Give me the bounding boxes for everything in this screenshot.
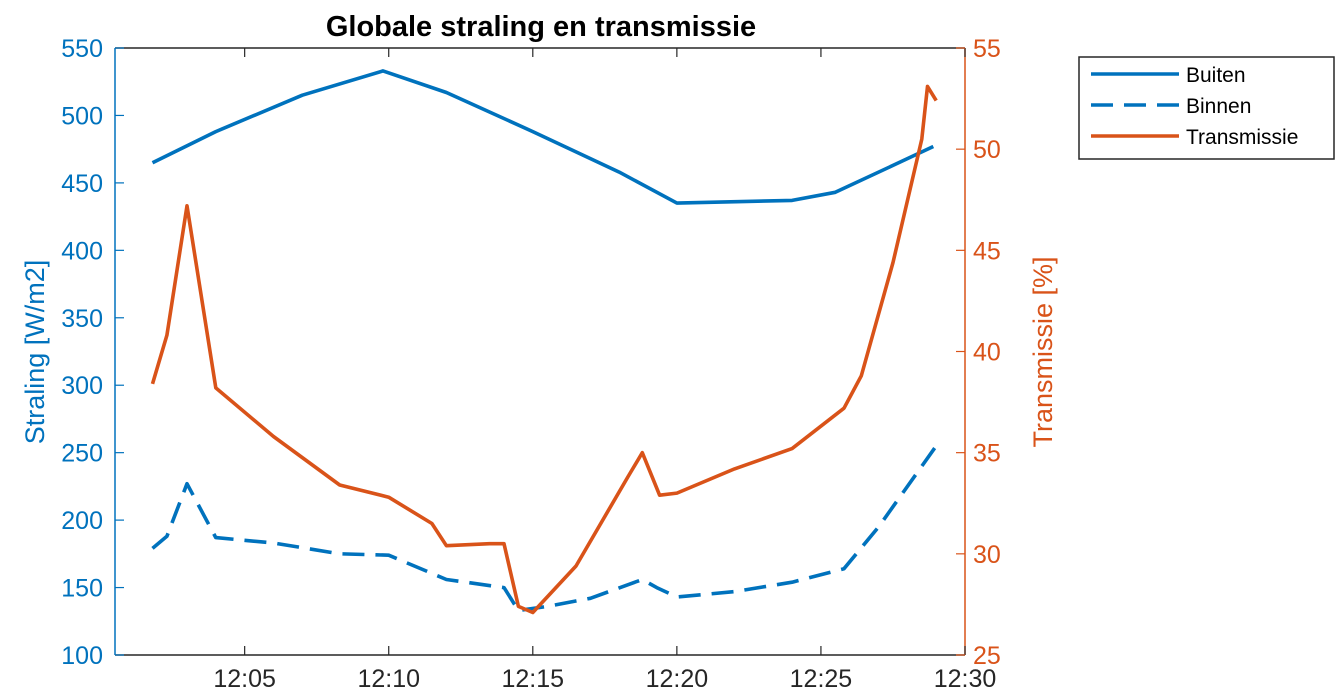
x-tick-label: 12:10: [357, 665, 420, 693]
y-left-tick-label: 500: [61, 102, 103, 130]
legend: Buiten Binnen Transmissie: [1078, 56, 1335, 160]
y-axis-right-label: Transmissie [%]: [1028, 256, 1058, 447]
y-right-tick-label: 50: [973, 136, 1001, 164]
y-right-tick-label: 25: [973, 642, 1001, 670]
y-right-tick-label: 45: [973, 237, 1001, 265]
y-left-tick-label: 350: [61, 305, 103, 333]
x-tick-label: 12:05: [213, 665, 276, 693]
legend-items: Buiten Binnen Transmissie: [1091, 64, 1298, 149]
series-line-buiten: [151, 69, 935, 205]
y-left-tick-label: 300: [61, 372, 103, 400]
legend-label-buiten: Buiten: [1186, 64, 1246, 87]
y-axis-left-label: Straling [W/m2]: [20, 260, 50, 445]
series-line-binnen: [151, 444, 938, 613]
y-left-tick-label: 450: [61, 170, 103, 198]
y-left-tick-label: 400: [61, 237, 103, 265]
y-left-tick-label: 150: [61, 575, 103, 603]
x-tick-label: 12:15: [502, 665, 565, 693]
y-right-tick-label: 30: [973, 541, 1001, 569]
plot-area: 12:05 12:10 12:15 12:20 12:25 12:30 100 150 200 2…: [61, 35, 1001, 693]
x-tick-label: 12:25: [790, 665, 853, 693]
y-left-tick-label: 200: [61, 507, 103, 535]
series-line-transmissie: [150, 84, 938, 615]
y-left-tick-label: 550: [61, 35, 103, 63]
x-tick-label: 12:30: [934, 665, 997, 693]
y-right-tick-label: 55: [973, 35, 1001, 63]
x-tick-label: 12:20: [646, 665, 709, 693]
y-left-tick-label: 100: [61, 642, 103, 670]
legend-label-binnen: Binnen: [1186, 95, 1251, 118]
y-left-tick-label: 250: [61, 440, 103, 468]
legend-label-transmissie: Transmissie: [1186, 126, 1298, 149]
chart-title: Globale straling en transmissie: [326, 11, 756, 43]
y-right-tick-label: 40: [973, 339, 1001, 367]
y-right-tick-label: 35: [973, 440, 1001, 468]
